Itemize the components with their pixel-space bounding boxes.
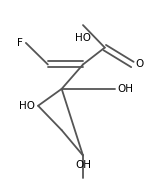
Text: O: O <box>136 60 144 70</box>
Text: HO: HO <box>19 101 35 111</box>
Text: F: F <box>17 38 23 48</box>
Text: OH: OH <box>75 160 91 170</box>
Text: OH: OH <box>118 84 134 94</box>
Text: HO: HO <box>75 33 91 43</box>
